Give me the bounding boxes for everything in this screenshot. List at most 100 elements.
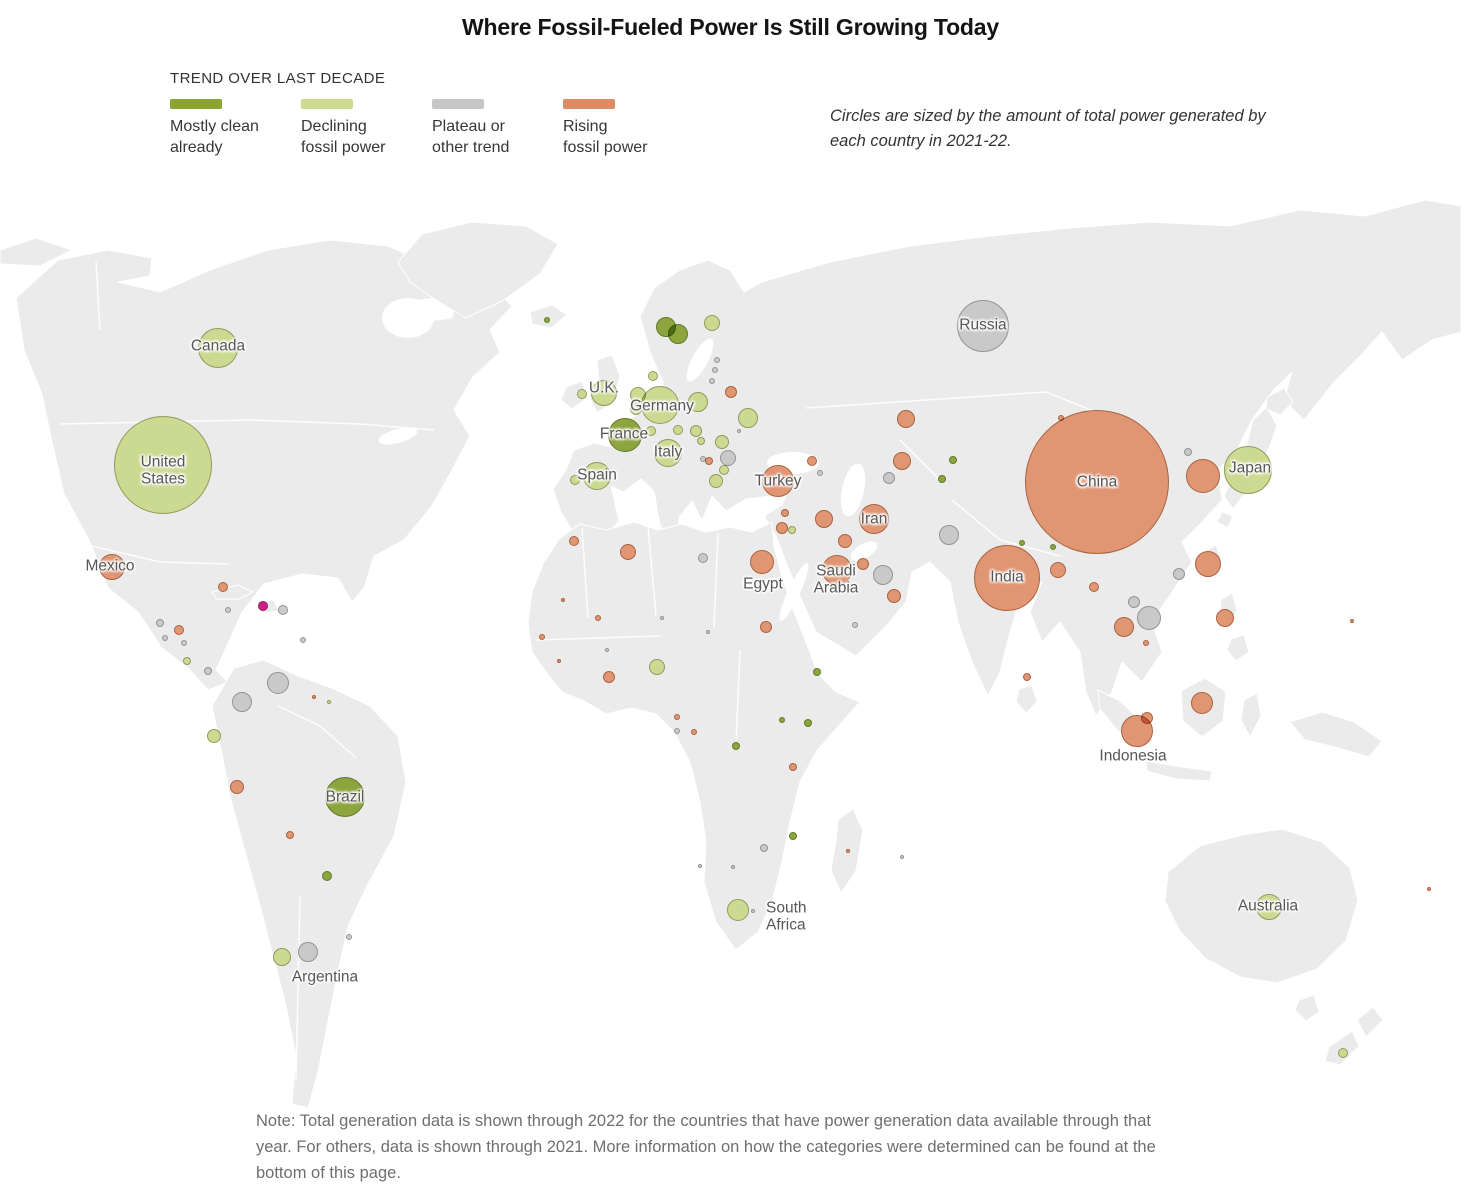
bubble-italy[interactable] (654, 439, 682, 467)
bubble-austria[interactable] (673, 425, 683, 435)
bubble-kyrgyzstan[interactable] (949, 456, 957, 464)
bubble-lesotho[interactable] (751, 909, 755, 913)
bubble-new-zealand[interactable] (1338, 1048, 1348, 1058)
bubble-sudan[interactable] (760, 621, 772, 633)
bubble-guatemala[interactable] (156, 619, 164, 627)
bubble-cuba[interactable] (218, 582, 228, 592)
bubble-poland[interactable] (688, 392, 708, 412)
bubble-egypt[interactable] (750, 550, 774, 574)
bubble-hungary[interactable] (715, 435, 729, 449)
bubble-thailand[interactable] (1114, 617, 1134, 637)
bubble-north-korea[interactable] (1184, 448, 1192, 456)
bubble-jordan[interactable] (788, 526, 796, 534)
bubble-israel[interactable] (776, 522, 788, 534)
bubble-ethiopia[interactable] (813, 668, 821, 676)
bubble-iceland[interactable] (544, 317, 550, 323)
bubble-pakistan[interactable] (939, 525, 959, 545)
bubble-united-arab-emirates[interactable] (873, 565, 893, 585)
bubble-latvia[interactable] (712, 367, 718, 373)
bubble-estonia[interactable] (714, 357, 720, 363)
bubble-united-states[interactable] (114, 416, 212, 514)
bubble-united-kingdom[interactable] (591, 380, 617, 406)
bubble-colombia[interactable] (232, 692, 252, 712)
bubble-guinea[interactable] (557, 659, 561, 663)
bubble-republic-of-congo[interactable] (691, 729, 697, 735)
bubble-netherlands[interactable] (630, 387, 646, 403)
bubble-jamaica[interactable] (225, 607, 231, 613)
bubble-yemen[interactable] (852, 622, 858, 628)
bubble-saudi-arabia[interactable] (822, 555, 852, 585)
bubble-dominican-republic[interactable] (258, 601, 268, 611)
bubble-mongolia[interactable] (1058, 415, 1064, 421)
bubble-denmark[interactable] (648, 371, 658, 381)
bubble-croatia[interactable] (700, 456, 706, 462)
bubble-peru[interactable] (230, 780, 244, 794)
bubble-oman[interactable] (887, 589, 901, 603)
bubble-namibia[interactable] (698, 864, 702, 868)
bubble-finland[interactable] (704, 315, 720, 331)
bubble-bhutan[interactable] (1050, 544, 1056, 550)
bubble-syria[interactable] (781, 509, 789, 517)
bubble-ecuador[interactable] (207, 729, 221, 743)
bubble-sri-lanka[interactable] (1023, 673, 1031, 681)
bubble-belarus[interactable] (725, 386, 737, 398)
bubble-germany[interactable] (641, 386, 679, 424)
bubble-bulgaria[interactable] (719, 465, 729, 475)
bubble-china[interactable] (1025, 410, 1169, 554)
bubble-sweden[interactable] (668, 324, 688, 344)
bubble-niger[interactable] (660, 616, 664, 620)
bubble-ireland[interactable] (577, 389, 587, 399)
bubble-nepal[interactable] (1019, 540, 1025, 546)
bubble-india[interactable] (974, 545, 1040, 611)
bubble-taiwan[interactable] (1195, 551, 1221, 577)
bubble-kazakhstan[interactable] (897, 410, 915, 428)
bubble-morocco[interactable] (569, 536, 579, 546)
bubble-vietnam[interactable] (1137, 606, 1161, 630)
bubble-kuwait[interactable] (838, 534, 852, 548)
bubble-zimbabwe[interactable] (760, 844, 768, 852)
bubble-botswana[interactable] (731, 865, 735, 869)
bubble-paraguay[interactable] (322, 871, 332, 881)
bubble-nigeria[interactable] (649, 659, 665, 675)
bubble-argentina[interactable] (298, 942, 318, 962)
bubble-puerto-rico[interactable] (278, 605, 288, 615)
bubble-brazil[interactable] (325, 777, 365, 817)
bubble-mexico[interactable] (99, 554, 125, 580)
bubble-serbia[interactable] (705, 457, 713, 465)
bubble-singapore[interactable] (1141, 712, 1153, 724)
bubble-cambodia[interactable] (1143, 640, 1149, 646)
bubble-ukraine[interactable] (738, 408, 758, 428)
bubble-moldova[interactable] (737, 429, 741, 433)
bubble-kenya[interactable] (804, 719, 812, 727)
bubble-australia[interactable] (1256, 894, 1282, 920)
bubble-tajikistan[interactable] (938, 475, 946, 483)
bubble-gabon[interactable] (674, 728, 680, 734)
bubble-romania[interactable] (720, 450, 736, 466)
bubble-canada[interactable] (198, 328, 238, 368)
bubble-bangladesh[interactable] (1050, 562, 1066, 578)
bubble-panama[interactable] (204, 667, 212, 675)
bubble-nicaragua[interactable] (162, 635, 168, 641)
bubble-uganda[interactable] (779, 717, 785, 723)
bubble-mauritius[interactable] (900, 855, 904, 859)
bubble-south-korea[interactable] (1186, 459, 1220, 493)
bubble-belgium[interactable] (630, 403, 642, 415)
bubble-hong-kong[interactable] (1173, 568, 1185, 580)
bubble-japan[interactable] (1224, 446, 1272, 494)
bubble-new-caledonia[interactable] (1427, 887, 1431, 891)
bubble-uruguay[interactable] (346, 934, 352, 940)
bubble-georgia[interactable] (817, 470, 823, 476)
bubble-switzerland[interactable] (646, 426, 656, 436)
bubble-uzbekistan[interactable] (893, 452, 911, 470)
bubble-suriname[interactable] (327, 700, 331, 704)
bubble-greece[interactable] (709, 474, 723, 488)
bubble-ghana[interactable] (603, 671, 615, 683)
bubble-guyana[interactable] (312, 695, 316, 699)
bubble-chile[interactable] (273, 948, 291, 966)
bubble-laos[interactable] (1128, 596, 1140, 608)
bubble-spain[interactable] (583, 462, 611, 490)
bubble-dr-congo[interactable] (732, 742, 740, 750)
bubble-chad[interactable] (706, 630, 710, 634)
bubble-mali[interactable] (561, 598, 565, 602)
bubble-costa-rica[interactable] (183, 657, 191, 665)
